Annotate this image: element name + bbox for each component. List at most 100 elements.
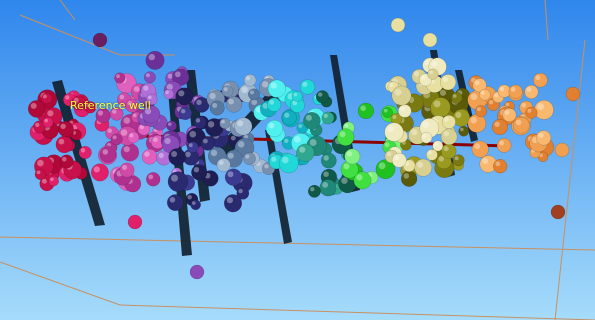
sample-sphere[interactable] [440,74,457,91]
sample-sphere[interactable] [320,152,337,169]
sample-sphere[interactable] [502,107,517,123]
sample-sphere[interactable] [78,145,92,160]
sample-sphere[interactable] [296,143,315,162]
sample-sphere[interactable] [216,157,231,173]
sample-sphere[interactable] [114,72,126,84]
sample-sphere[interactable] [221,85,234,97]
sample-sphere[interactable] [420,131,433,144]
sample-sphere[interactable] [524,84,539,99]
sample-sphere[interactable] [565,86,581,102]
sample-sphere[interactable] [478,88,491,101]
sample-sphere[interactable] [225,96,243,113]
sample-sphere[interactable] [400,170,418,187]
sample-sphere[interactable] [299,79,316,95]
sample-sphere[interactable] [267,79,286,98]
sample-sphere[interactable] [496,138,512,153]
sample-sphere[interactable] [357,102,375,120]
sample-sphere[interactable] [414,158,433,177]
sample-sphere[interactable] [550,204,566,220]
sample-sphere[interactable] [84,101,97,114]
sample-sphere[interactable] [472,78,487,93]
sample-sphere[interactable] [143,71,156,84]
sample-sphere[interactable] [99,146,117,163]
sample-sphere[interactable] [391,152,407,168]
sample-sphere[interactable] [57,120,74,137]
sample-sphere[interactable] [427,68,439,80]
sample-sphere[interactable] [474,105,488,118]
sample-sphere[interactable] [55,135,73,154]
sample-sphere[interactable] [125,98,140,113]
sample-sphere[interactable] [452,154,465,167]
sample-sphere[interactable] [382,107,393,118]
sample-sphere[interactable] [71,95,86,111]
sample-sphere[interactable] [186,141,199,153]
sample-sphere[interactable] [243,74,257,87]
sample-sphere[interactable] [508,84,523,99]
sample-sphere[interactable] [34,168,47,180]
sample-sphere[interactable] [319,179,337,197]
sample-sphere[interactable] [353,171,372,190]
sample-sphere[interactable] [493,159,508,174]
sample-sphere[interactable] [467,114,487,133]
sample-sphere[interactable] [525,106,538,119]
sample-sphere[interactable] [471,140,489,158]
sample-sphere[interactable] [224,168,243,186]
sample-sphere[interactable] [90,163,109,182]
sample-sphere[interactable] [432,140,444,152]
sample-sphere[interactable] [265,119,284,138]
sample-sphere[interactable] [189,264,205,280]
sample-sphere[interactable] [458,125,470,137]
sample-sphere[interactable] [209,100,225,116]
sample-sphere[interactable] [175,87,194,106]
sample-sphere[interactable] [219,117,231,130]
sample-sphere[interactable] [172,68,190,86]
sample-sphere[interactable] [533,72,548,88]
sample-sphere[interactable] [190,199,201,211]
sample-sphere[interactable] [281,110,297,126]
sample-sphere[interactable] [266,97,282,112]
sample-sphere[interactable] [41,92,53,105]
sample-sphere[interactable] [119,162,135,178]
sample-sphere[interactable] [200,136,215,151]
sample-sphere[interactable] [375,159,396,180]
sample-sphere[interactable] [391,85,412,106]
sample-sphere[interactable] [344,148,361,165]
sample-sphere[interactable] [166,120,177,132]
sample-sphere[interactable] [440,143,457,160]
sample-sphere[interactable] [440,128,458,146]
sample-sphere[interactable] [303,112,321,130]
sample-sphere[interactable] [234,117,253,136]
sample-sphere[interactable] [491,118,508,136]
sample-sphere[interactable] [336,128,355,146]
sample-sphere[interactable] [145,50,165,70]
sample-sphere[interactable] [127,131,140,144]
sample-sphere[interactable] [191,164,208,181]
sample-sphere[interactable] [48,175,59,187]
sample-sphere[interactable] [291,91,303,102]
sample-sphere[interactable] [33,120,46,134]
sample-sphere[interactable] [422,32,438,48]
sample-sphere[interactable] [109,106,124,121]
sample-sphere[interactable] [534,100,554,120]
sample-sphere[interactable] [27,100,46,118]
sample-sphere[interactable] [42,117,54,128]
sample-sphere[interactable] [450,92,463,104]
sample-sphere[interactable] [141,148,158,165]
sample-sphere[interactable] [163,88,175,100]
sample-sphere[interactable] [92,32,108,48]
sample-sphere[interactable] [168,148,186,166]
sample-sphere[interactable] [193,116,207,130]
sample-sphere[interactable] [178,106,193,121]
sample-sphere[interactable] [278,153,299,174]
sample-sphere[interactable] [120,143,140,162]
sample-sphere[interactable] [315,90,329,104]
sample-sphere[interactable] [554,142,570,158]
sample-spheres[interactable] [27,17,581,280]
sample-sphere[interactable] [236,186,250,200]
sample-sphere[interactable] [146,93,158,106]
sample-sphere[interactable] [430,97,451,118]
sample-sphere[interactable] [390,17,406,33]
sample-sphere[interactable] [321,111,335,125]
